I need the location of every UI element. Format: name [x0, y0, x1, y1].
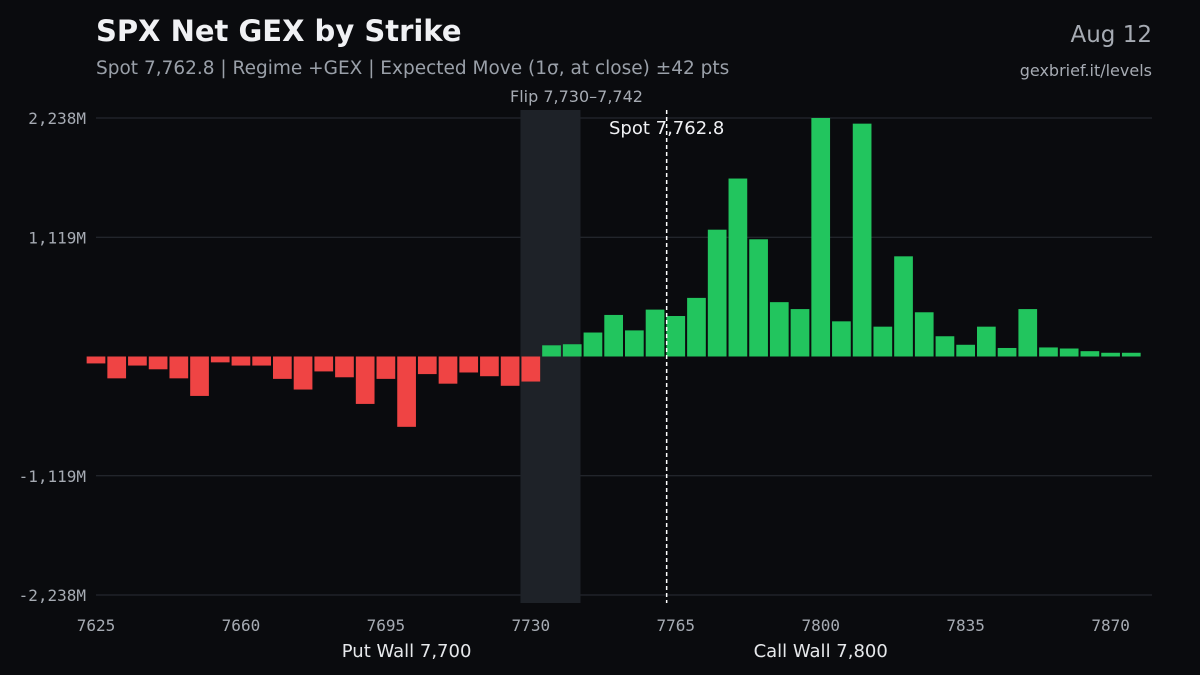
y-tick-label: -1,119M — [19, 467, 86, 486]
gex-bar — [148, 356, 168, 370]
gex-bar — [314, 356, 334, 372]
y-tick-label: -2,238M — [19, 586, 86, 605]
gex-bar — [438, 356, 458, 384]
gex-bar — [1039, 347, 1058, 357]
gex-bar — [542, 345, 561, 357]
gex-bar — [252, 356, 271, 366]
x-tick-label: 7730 — [512, 616, 551, 635]
x-tick-label: 7835 — [946, 616, 985, 635]
gex-bar — [769, 302, 789, 357]
x-tick-label: 7870 — [1091, 616, 1130, 635]
gex-bar — [562, 344, 582, 357]
gex-bar — [832, 321, 851, 357]
gex-bar — [128, 356, 147, 366]
gex-bar — [604, 314, 623, 357]
gex-bar — [625, 330, 644, 357]
x-tick-label: 7765 — [656, 616, 695, 635]
gex-bar — [376, 356, 396, 379]
gex-bar — [935, 336, 955, 357]
chart-subtitle: Spot 7,762.8 | Regime +GEX | Expected Mo… — [96, 58, 730, 79]
gex-bar — [86, 356, 106, 364]
gex-bar — [1080, 351, 1100, 357]
gex-bar — [583, 332, 603, 357]
x-tick-label: 7625 — [77, 616, 116, 635]
wall-label: Put Wall 7,700 — [342, 641, 472, 662]
wall-label: Call Wall 7,800 — [754, 641, 888, 662]
gex-bar — [894, 256, 913, 357]
gex-bar — [397, 356, 416, 427]
gex-bar — [1121, 352, 1141, 357]
gex-bar — [459, 356, 479, 373]
gex-bar — [811, 118, 831, 357]
x-tick-label: 7695 — [367, 616, 406, 635]
source-link[interactable]: gexbrief.it/levels — [1019, 61, 1152, 80]
gex-bar — [687, 297, 706, 357]
gex-bar — [293, 356, 313, 390]
gex-bar — [707, 229, 727, 357]
gex-bar — [417, 356, 437, 375]
gex-bar — [1059, 348, 1079, 357]
gex-bar — [728, 178, 748, 357]
gex-bar — [852, 123, 872, 357]
spot-label: Spot 7,762.8 — [609, 118, 724, 139]
chart-title: SPX Net GEX by Strike — [96, 14, 462, 48]
gex-bar — [521, 356, 541, 382]
gex-bar — [107, 356, 127, 379]
gex-bar — [480, 356, 499, 377]
gex-bar — [873, 326, 893, 357]
gex-bar — [1018, 309, 1038, 357]
gex-bar — [273, 356, 292, 379]
gex-bar — [169, 356, 189, 379]
date-label: Aug 12 — [1070, 22, 1153, 48]
gex-bar — [645, 309, 665, 357]
gex-bar — [335, 356, 354, 378]
gex-bar — [1101, 352, 1120, 357]
gex-bar — [790, 309, 810, 357]
gex-bar — [914, 312, 934, 357]
x-tick-label: 7800 — [801, 616, 840, 635]
gex-bar — [997, 347, 1017, 357]
gex-bar — [190, 356, 209, 396]
gex-bar — [956, 344, 975, 357]
gex-bar — [355, 356, 375, 404]
gex-bar — [749, 239, 768, 357]
gex-bar — [210, 356, 230, 363]
gex-bar — [500, 356, 520, 386]
x-tick-label: 7660 — [222, 616, 261, 635]
gex-bar — [977, 326, 996, 357]
gex-bar — [666, 316, 686, 357]
gex-bar — [231, 356, 251, 366]
y-tick-label: 1,119M — [28, 228, 86, 247]
y-tick-label: 2,238M — [28, 109, 86, 128]
flip-zone-label: Flip 7,730–7,742 — [510, 87, 643, 106]
